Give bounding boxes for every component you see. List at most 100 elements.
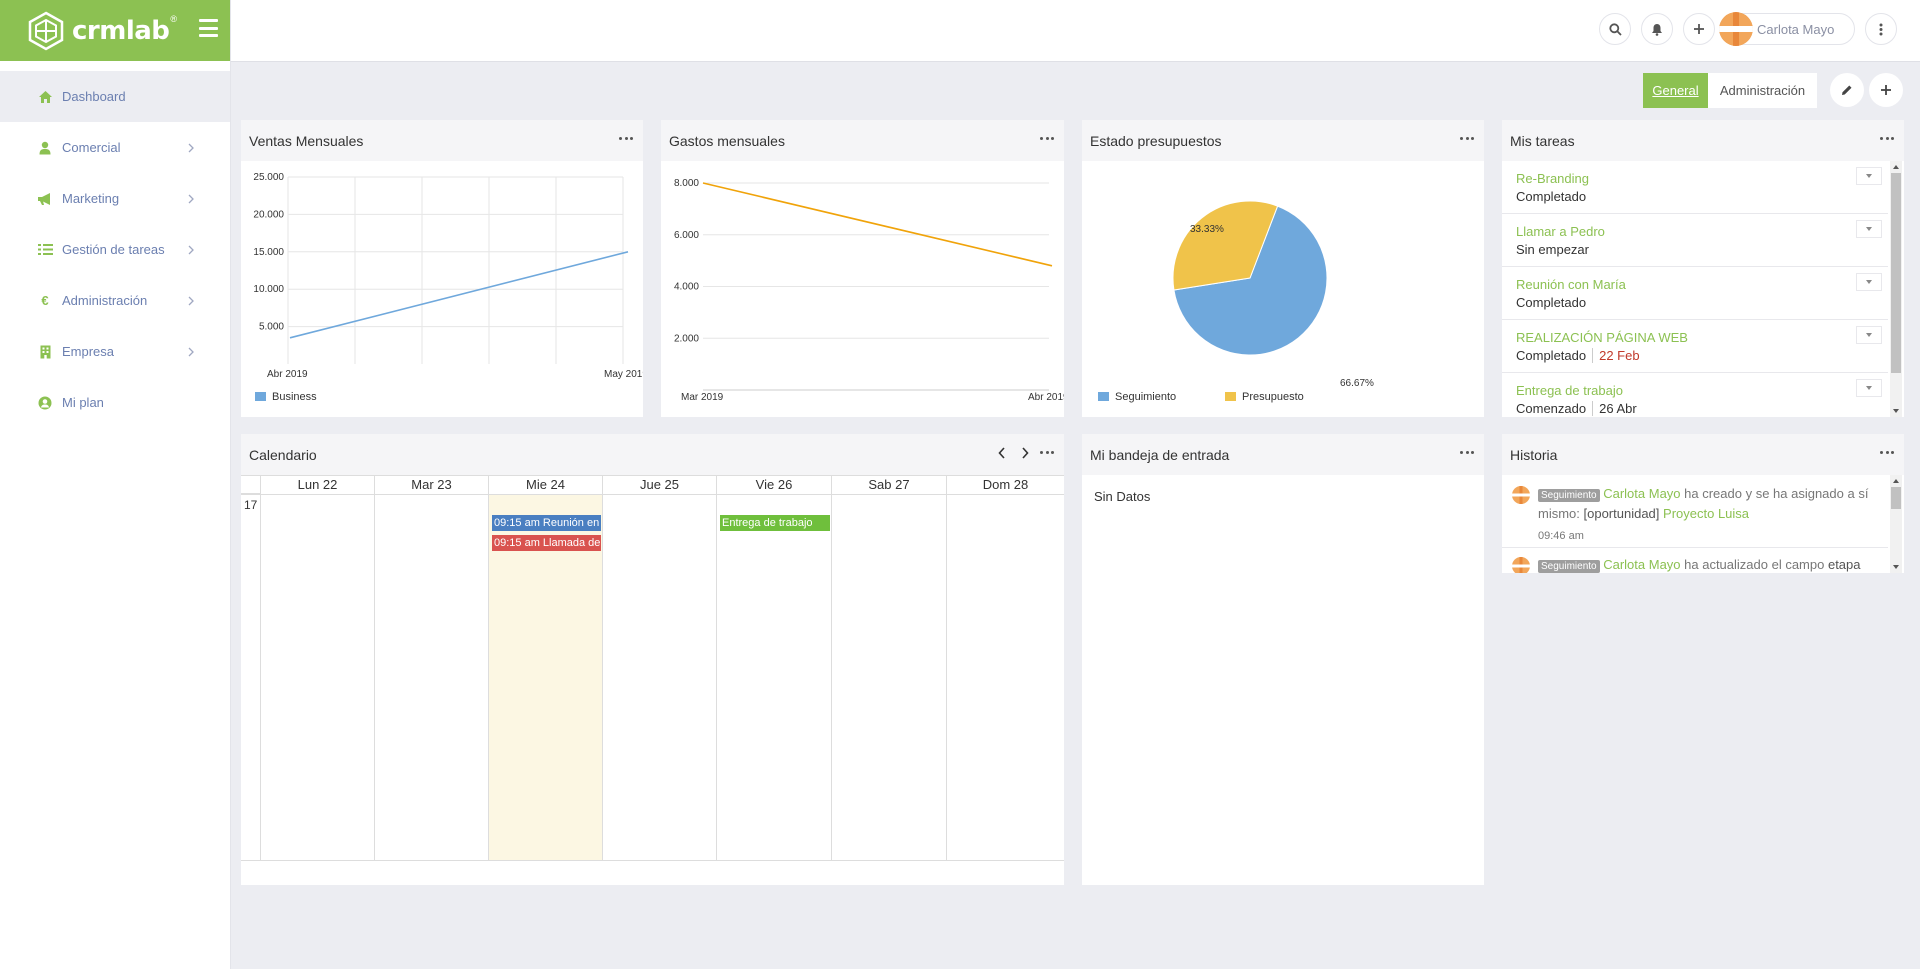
history-user-link[interactable]: Carlota Mayo [1603,486,1681,501]
sidebar-item-gestion-tareas[interactable]: Gestión de tareas [0,224,230,275]
pie-slice [1172,200,1279,291]
calendar-corner [241,476,261,494]
more-options-button[interactable] [1865,13,1897,45]
task-title[interactable]: Llamar a Pedro [1516,224,1605,239]
widget-menu-icon[interactable] [1880,448,1894,456]
next-week-icon[interactable] [1021,447,1029,462]
sidebar: crmlab ® Dashboard Comercial Marketing [0,0,231,969]
inbox-empty-message: Sin Datos [1094,489,1151,504]
task-dropdown-icon[interactable] [1856,220,1882,238]
x-tick-label: Mar 2019 [681,392,724,403]
calendar-day-cell-today[interactable] [489,495,603,860]
sidebar-item-marketing[interactable]: Marketing [0,173,230,224]
calendar-header-divider [241,494,1064,495]
history-object: [oportunidad] [1583,506,1660,521]
notifications-button[interactable] [1641,13,1673,45]
widget-menu-icon[interactable] [1460,134,1474,142]
history-scrollbar[interactable] [1890,475,1902,573]
task-title[interactable]: REALIZACIÓN PÁGINA WEB [1516,330,1688,345]
task-dropdown-icon[interactable] [1856,379,1882,397]
user-circle-icon [36,396,54,410]
history-link[interactable]: Proyecto Luisa [1663,506,1750,521]
edit-dashboard-button[interactable] [1830,73,1864,107]
add-button[interactable] [1683,13,1715,45]
calendar-event[interactable]: Entrega de trabajo [720,515,830,531]
add-widget-button[interactable] [1869,73,1903,107]
prev-week-icon[interactable] [998,447,1006,462]
widget-header: Gastos mensuales [661,120,1064,161]
calendar-event[interactable]: 09:15 am Llamada de [492,535,601,551]
history-item: Seguimiento Carlota Mayo ha creado y se … [1512,485,1882,545]
hamburger-menu-icon[interactable] [199,19,218,37]
widget-gastos-mensuales: Gastos mensuales 2.000 4.000 6.000 8.000 Mar… [661,120,1069,417]
sidebar-item-mi-plan[interactable]: Mi plan [0,377,230,428]
y-tick-label: 4.000 [674,282,699,293]
task-dropdown-icon[interactable] [1856,326,1882,344]
task-title[interactable]: Entrega de trabajo [1516,383,1623,398]
widget-menu-icon[interactable] [619,134,633,142]
sidebar-item-empresa[interactable]: Empresa [0,326,230,377]
widget-title: Mis tareas [1510,132,1575,149]
task-item[interactable]: Reunión con María Completado [1502,267,1888,320]
history-user-link[interactable]: Carlota Mayo [1603,557,1681,572]
sidebar-item-administracion[interactable]: € Administración [0,275,230,326]
calendar-day-cell[interactable] [717,495,832,860]
task-title[interactable]: Re-Branding [1516,171,1589,186]
widget-menu-icon[interactable] [1040,134,1054,142]
x-tick-label: Abr 2019 [267,369,308,380]
widget-mis-tareas: Mis tareas Re-Branding Completado Llamar… [1502,120,1904,417]
user-icon [36,141,54,155]
scroll-up-icon[interactable] [1893,165,1899,169]
chevron-right-icon [188,243,194,258]
sidebar-item-dashboard[interactable]: Dashboard [0,71,230,122]
scroll-thumb[interactable] [1891,487,1901,509]
task-dropdown-icon[interactable] [1856,273,1882,291]
task-item[interactable]: Entrega de trabajo Comenzado 26 Abr [1502,373,1888,417]
calendar-day-cell[interactable] [375,495,489,860]
widget-menu-icon[interactable] [1460,448,1474,456]
plus-icon [1881,85,1891,95]
task-item[interactable]: Llamar a Pedro Sin empezar [1502,214,1888,267]
task-title[interactable]: Reunión con María [1516,277,1626,292]
history-text: ha creado y se ha asignado a sí mismo: [1538,486,1869,521]
widget-menu-icon[interactable] [1040,448,1054,456]
estado-pie-chart: 66.67% 33.33% Seguimiento Presupuesto [1098,200,1374,403]
tab-administracion[interactable]: Administración [1708,73,1817,108]
widget-title: Calendario [249,446,317,463]
avatar [1512,486,1530,509]
tasks-icon [36,243,54,256]
sidebar-item-label: Marketing [62,191,120,206]
tab-general[interactable]: General [1643,73,1708,108]
calendar-event[interactable]: 09:15 am Reunión en [492,515,601,531]
calendar-day-cell[interactable] [603,495,717,860]
sidebar-nav: Dashboard Comercial Marketing Gestión [0,71,230,428]
task-item[interactable]: Re-Branding Completado [1502,161,1888,214]
sidebar-item-label: Administración [62,293,148,308]
sidebar-item-comercial[interactable]: Comercial [0,122,230,173]
chevron-right-icon [188,294,194,309]
crmlab-logo-icon[interactable] [26,11,66,51]
task-status: Sin empezar [1516,242,1589,257]
widget-menu-icon[interactable] [1880,134,1894,142]
y-tick-label: 25.000 [253,172,284,183]
tasks-scrollbar[interactable] [1890,161,1902,417]
calendar-day-cell[interactable] [947,495,1064,860]
calendar-grid: Lun 22 Mar 23 Mie 24 Jue 25 Vie 26 Sab 2… [241,475,1064,885]
task-dropdown-icon[interactable] [1856,167,1882,185]
scroll-down-icon[interactable] [1893,565,1899,569]
bell-icon [1652,23,1662,36]
x-tick-label: Abr 2019 [1028,392,1064,403]
y-tick-label: 2.000 [674,333,699,344]
scroll-thumb[interactable] [1891,173,1901,373]
scroll-down-icon[interactable] [1893,409,1899,413]
calendar-day-cell[interactable] [261,495,375,860]
task-status: Comenzado [1516,401,1587,416]
widget-header: Ventas Mensuales [241,120,643,161]
search-button[interactable] [1599,13,1631,45]
user-menu[interactable]: Carlota Mayo [1719,12,1855,46]
scroll-up-icon[interactable] [1893,479,1899,483]
task-item[interactable]: REALIZACIÓN PÁGINA WEB Completado 22 Feb [1502,320,1888,373]
calendar-day-cell[interactable] [832,495,947,860]
calendar-day-header: Lun 22 [261,476,375,494]
widget-title: Ventas Mensuales [249,132,364,149]
